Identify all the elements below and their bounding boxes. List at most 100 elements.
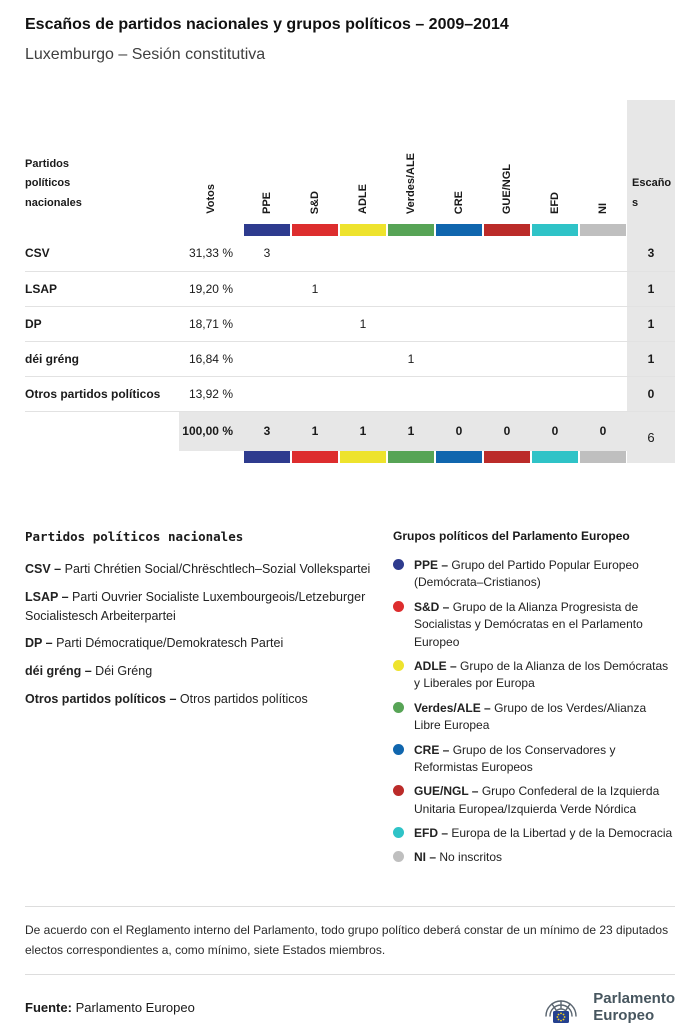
seat-cell bbox=[483, 376, 531, 412]
party-name-cell: Otros partidos políticos bbox=[25, 376, 179, 412]
table-row-otros: Otros partidos políticos 13,92 % 0 bbox=[25, 376, 675, 412]
total-seat-cell: 0 bbox=[435, 411, 483, 451]
seat-cell bbox=[483, 236, 531, 272]
seat-cell bbox=[435, 236, 483, 272]
group-bar-efd bbox=[532, 451, 578, 463]
seat-cell bbox=[483, 306, 531, 342]
total-seat-cell: 1 bbox=[387, 411, 435, 451]
group-bar-adle bbox=[340, 224, 386, 236]
seat-cell bbox=[579, 236, 627, 272]
total-seat-cell: 1 bbox=[339, 411, 387, 451]
seat-cell bbox=[579, 341, 627, 377]
total-seat-cell: 3 bbox=[243, 411, 291, 451]
legend-section: Partidos políticos nacionales CSV – Part… bbox=[25, 529, 675, 874]
group-color-dot bbox=[393, 701, 404, 713]
seat-cell: 3 bbox=[243, 236, 291, 272]
seat-cell bbox=[243, 376, 291, 412]
votes-cell: 18,71 % bbox=[179, 306, 243, 342]
group-bar-gue-ngl bbox=[484, 451, 530, 463]
group-bar-ni bbox=[580, 224, 626, 236]
rules-note-text: De acuerdo con el Reglamento interno del… bbox=[25, 922, 669, 958]
party-name-cell: déi gréng bbox=[25, 341, 179, 377]
legend-party-item: Otros partidos políticos – Otros partido… bbox=[25, 691, 308, 706]
seat-cell bbox=[435, 271, 483, 307]
col-header-group-efd: EFD bbox=[549, 192, 561, 214]
legend-group-item: GUE/NGL – Grupo Confederal de la Izquier… bbox=[393, 783, 675, 818]
seat-cell bbox=[435, 376, 483, 412]
seat-cell bbox=[531, 376, 579, 412]
seat-cell bbox=[579, 376, 627, 412]
legend-group-item: EFD – Europa de la Libertad y de la Demo… bbox=[393, 825, 675, 842]
seat-cell bbox=[531, 306, 579, 342]
group-bar-efd bbox=[532, 224, 578, 236]
source-line: Fuente: Parlamento Europeo bbox=[25, 1000, 195, 1015]
total-seat-cell: 0 bbox=[483, 411, 531, 451]
group-bar-verdes-ale bbox=[388, 224, 434, 236]
seat-cell bbox=[291, 236, 339, 272]
votes-cell: 31,33 % bbox=[179, 236, 243, 272]
seat-cell bbox=[339, 271, 387, 307]
legend-party-item: CSV – Parti Chrétien Social/Chrëschtlech… bbox=[25, 562, 371, 576]
seat-cell bbox=[339, 376, 387, 412]
rules-note-box: De acuerdo con el Reglamento interno del… bbox=[25, 905, 675, 975]
seat-cell bbox=[339, 341, 387, 377]
party-name-cell: DP bbox=[25, 306, 179, 342]
votes-cell: 13,92 % bbox=[179, 376, 243, 412]
source-label: Fuente: bbox=[25, 1000, 72, 1016]
seat-cell bbox=[531, 271, 579, 307]
col-header-group-cre: CRE bbox=[453, 190, 465, 214]
group-color-dot bbox=[393, 851, 404, 863]
seats-table: Partidos políticos nacionales Votos PPE … bbox=[25, 100, 675, 463]
seats-total-cell: 1 bbox=[627, 271, 675, 307]
table-header-row: Partidos políticos nacionales Votos PPE … bbox=[25, 100, 675, 224]
legend-party-item: déi gréng – Déi Gréng bbox=[25, 664, 153, 678]
col-header-group-adle: ADLE bbox=[357, 184, 369, 214]
col-header-seats: Escaños bbox=[632, 177, 672, 210]
legend-parties-title: Partidos políticos nacionales bbox=[25, 529, 244, 544]
col-header-votes: Votos bbox=[205, 184, 217, 214]
total-seat-cell: 0 bbox=[579, 411, 627, 451]
group-bar-cre bbox=[436, 224, 482, 236]
total-seat-cell: 0 bbox=[531, 411, 579, 451]
seat-cell bbox=[387, 236, 435, 272]
page-subtitle: Luxemburgo – Sesión constitutiva bbox=[25, 46, 266, 63]
legend-group-item: ADLE – Grupo de la Alianza de los Demócr… bbox=[393, 658, 675, 693]
group-color-dot bbox=[393, 743, 404, 755]
legend-party-item: DP – Parti Démocratique/Demokratesch Par… bbox=[25, 636, 284, 651]
group-bar-sd bbox=[292, 224, 338, 236]
table-row-dei-greng: déi gréng 16,84 % 1 1 bbox=[25, 341, 675, 377]
seat-cell bbox=[387, 271, 435, 307]
seat-cell bbox=[531, 236, 579, 272]
seat-cell bbox=[339, 236, 387, 272]
page-title: Escaños de partidos nacionales y grupos … bbox=[25, 16, 509, 33]
legend-groups-title: Grupos políticos del Parlamento Europeo bbox=[393, 529, 630, 543]
seats-total-cell: 3 bbox=[627, 236, 675, 272]
seat-cell bbox=[579, 271, 627, 307]
votes-cell: 16,84 % bbox=[179, 341, 243, 377]
group-bar-verdes-ale bbox=[388, 451, 434, 463]
legend-political-groups: Grupos políticos del Parlamento Europeo … bbox=[393, 529, 675, 874]
seat-cell: 1 bbox=[387, 341, 435, 377]
group-bar-adle bbox=[340, 451, 386, 463]
group-color-dot bbox=[393, 600, 404, 612]
seat-cell bbox=[291, 376, 339, 412]
group-bar-cre bbox=[436, 451, 482, 463]
seat-cell: 1 bbox=[339, 306, 387, 342]
table-row-lsap: LSAP 19,20 % 1 1 bbox=[25, 271, 675, 307]
col-header-group-gue-ngl: GUE/NGL bbox=[501, 163, 513, 214]
group-bar-ppe bbox=[244, 224, 290, 236]
col-header-group-sd: S&D bbox=[309, 190, 321, 214]
ep-hemicycle-icon bbox=[545, 999, 577, 1023]
seat-cell bbox=[483, 341, 531, 377]
legend-party-item: LSAP – Parti Ouvrier Socialiste Luxembou… bbox=[25, 589, 366, 623]
seat-cell bbox=[243, 306, 291, 342]
total-votes-cell: 100,00 % bbox=[179, 411, 243, 451]
grand-total-seats-cell: 6 bbox=[627, 411, 675, 463]
party-name-cell: LSAP bbox=[25, 271, 179, 307]
seat-cell bbox=[579, 306, 627, 342]
seat-cell bbox=[291, 341, 339, 377]
group-color-bars-bottom bbox=[25, 451, 675, 463]
legend-group-item: Verdes/ALE – Grupo de los Verdes/Alianza… bbox=[393, 700, 675, 735]
seat-cell bbox=[435, 306, 483, 342]
